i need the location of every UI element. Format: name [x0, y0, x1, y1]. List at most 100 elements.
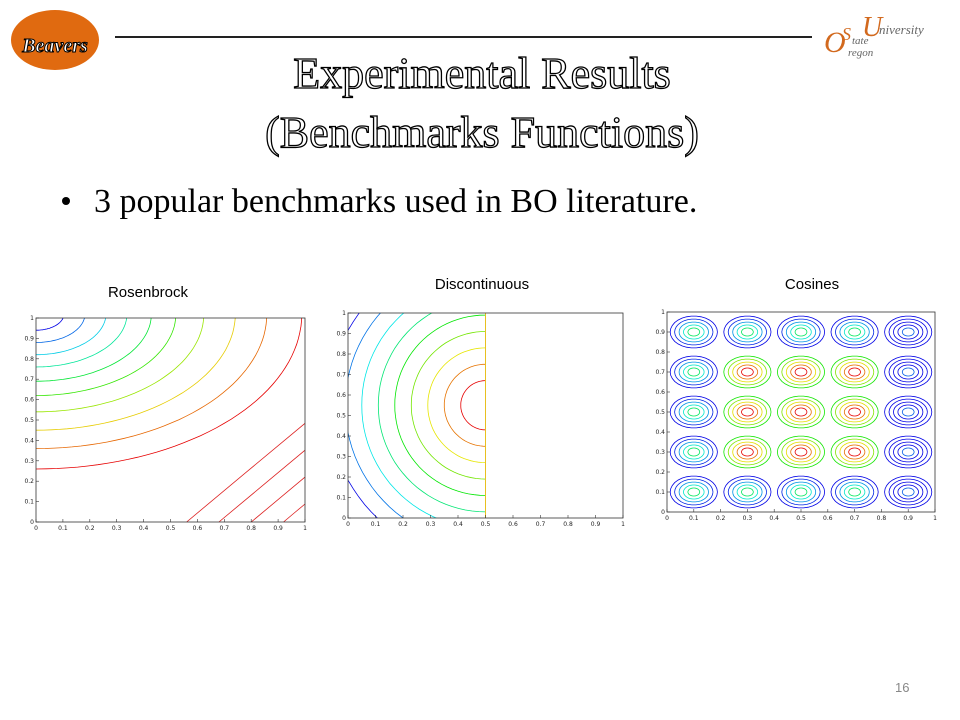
contour	[732, 361, 763, 383]
contour	[361, 313, 438, 518]
contour	[843, 404, 866, 420]
contour	[839, 481, 870, 503]
x-tick-label: 0.9	[903, 515, 913, 522]
x-tick-label: 0.5	[166, 525, 176, 532]
contour	[884, 435, 933, 469]
contour	[781, 438, 821, 466]
contour	[897, 324, 919, 340]
contour	[741, 327, 754, 337]
contour	[687, 487, 701, 497]
contour	[723, 435, 772, 469]
contour	[893, 481, 924, 503]
x-tick-label: 1	[303, 525, 307, 532]
x-tick-label: 0.3	[112, 525, 122, 532]
contour	[834, 318, 875, 346]
contour	[678, 481, 709, 503]
contour	[884, 395, 933, 429]
contour	[785, 441, 817, 463]
y-tick-label: 0.3	[336, 454, 346, 461]
x-tick-label: 0.7	[536, 521, 546, 528]
contour	[785, 481, 817, 503]
x-tick-label: 0.2	[85, 525, 95, 532]
contour	[839, 401, 870, 423]
x-tick-label: 0.8	[246, 525, 256, 532]
contour	[785, 361, 817, 383]
x-tick-label: 0.4	[769, 515, 779, 522]
x-tick-label: 0.2	[716, 515, 726, 522]
contour	[843, 364, 866, 380]
contour	[785, 321, 817, 343]
contour	[830, 475, 879, 509]
contour	[901, 487, 915, 497]
contour	[848, 487, 861, 497]
contour	[794, 367, 808, 377]
contour	[901, 447, 915, 457]
y-tick-label: 0.3	[655, 449, 665, 456]
x-tick-label: 0.4	[453, 521, 463, 528]
contour	[848, 447, 861, 457]
contour	[741, 407, 754, 417]
contour	[893, 361, 924, 383]
y-tick-label: 0.1	[336, 495, 346, 502]
contour	[830, 435, 879, 469]
x-tick-label: 0.1	[689, 515, 699, 522]
contour	[678, 441, 709, 463]
contour	[781, 478, 821, 506]
contour	[794, 447, 808, 457]
contour	[790, 364, 812, 380]
plot-label: Rosenbrock	[108, 284, 189, 301]
contour	[723, 395, 772, 429]
contour	[901, 327, 915, 337]
contour	[723, 315, 772, 349]
contours	[36, 318, 305, 522]
contour	[732, 321, 763, 343]
contour	[36, 318, 236, 431]
contour	[669, 315, 718, 349]
contour	[732, 441, 763, 463]
y-tick-label: 0.4	[336, 433, 346, 440]
plot-label: Cosines	[785, 276, 839, 293]
logo-u: U	[862, 12, 884, 43]
contour	[186, 422, 305, 522]
contour	[888, 358, 928, 386]
x-tick-label: 0.1	[58, 525, 68, 532]
contour	[794, 487, 808, 497]
y-tick-label: 0.9	[336, 331, 346, 338]
x-tick-label: 0.8	[563, 521, 573, 528]
x-tick-label: 0.3	[743, 515, 753, 522]
logo-university: niversity	[879, 22, 924, 37]
contour	[781, 318, 821, 346]
x-tick-label: 0.9	[591, 521, 601, 528]
y-tick-label: 0.5	[655, 409, 665, 416]
contour	[687, 447, 701, 457]
contour	[901, 367, 915, 377]
contour-plot: 0 0.1 0.2 0.3 0.4 0.5 0.6 0.7 0.8 0.9 1 0 0.1 0.2 0.3 0…	[655, 309, 937, 522]
contour	[674, 398, 714, 426]
contour	[683, 404, 705, 420]
contour	[283, 503, 305, 522]
y-tick-label: 1	[30, 315, 34, 322]
contour	[36, 318, 205, 413]
x-tick-label: 0	[346, 521, 350, 528]
contour	[776, 435, 825, 469]
contour	[843, 324, 866, 340]
contour	[888, 438, 928, 466]
contour	[723, 475, 772, 509]
contour	[794, 407, 808, 417]
logo-state: tate	[852, 35, 869, 47]
contour	[669, 395, 718, 429]
contours	[348, 313, 486, 518]
contours	[669, 315, 933, 509]
contour	[834, 478, 875, 506]
x-tick-label: 0.5	[481, 521, 491, 528]
y-tick-label: 0.5	[24, 417, 34, 424]
contour	[776, 395, 825, 429]
contour	[776, 315, 825, 349]
contour	[687, 367, 701, 377]
contour	[834, 438, 875, 466]
y-tick-label: 0.7	[24, 376, 34, 383]
x-tick-label: 0.5	[796, 515, 806, 522]
plot-label: Discontinuous	[435, 276, 529, 293]
contour	[884, 475, 933, 509]
